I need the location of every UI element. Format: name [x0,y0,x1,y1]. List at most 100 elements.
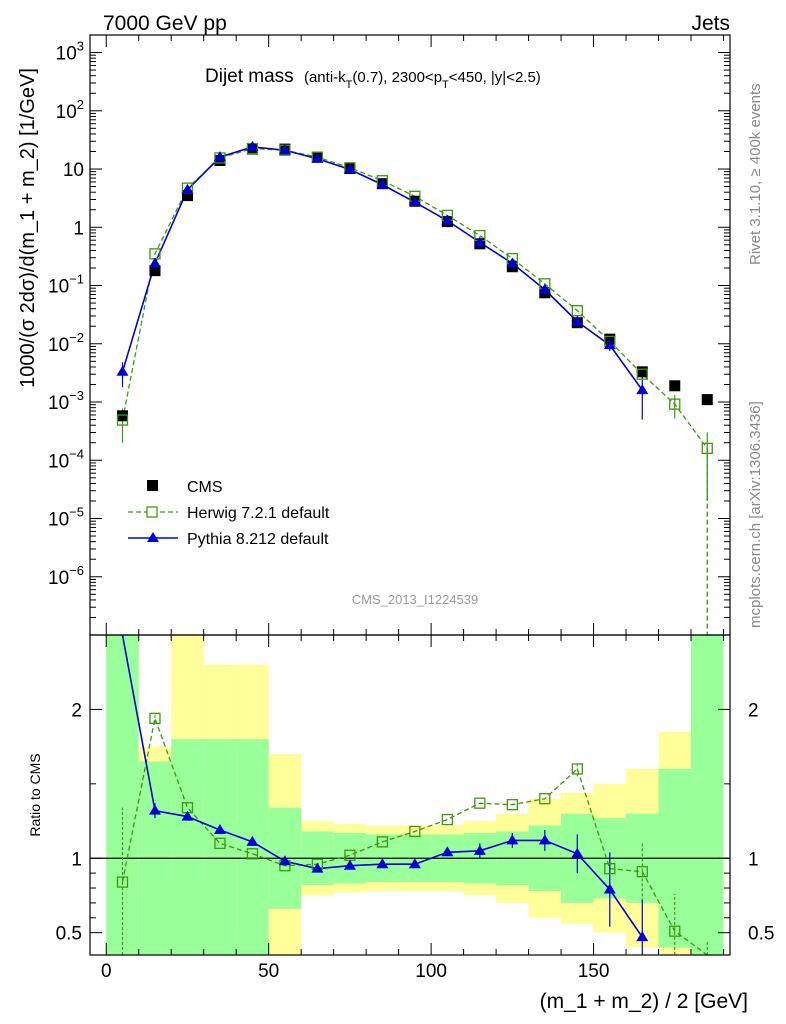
ratio-pythia-point-4 [246,835,259,846]
ratio-pythia-point-10 [441,846,454,857]
ratio-frame [89,634,731,956]
xtick-label-1: 50 [258,961,279,982]
pythia-point-5 [278,144,291,155]
title-sub-c: <450, |y|<2.5) [449,69,541,86]
ratio-ytick-label-right-2: 2 [748,700,759,721]
pythia-point-8 [376,178,389,189]
axes: 10−6 10−5 10−4 10−3 10−2 10−1 1 10 102 103 0 50 100 1… [48,34,774,982]
legend-pythia-marker [147,532,159,542]
herwig-point-17 [669,398,681,410]
legend-herwig-marker [146,506,158,518]
herwig-point-16 [636,368,648,380]
ratio-herwig-point-17 [669,925,681,937]
legend: CMS Herwig 7.2.1 default Pythia 8.212 de… [128,479,330,548]
cms-point-18 [701,394,713,406]
pythia-point-10 [441,214,454,225]
ratio-ytick-label-2: 2 [71,700,82,721]
ratio-pythia-point-15 [603,883,616,894]
herwig-point-0 [116,414,129,426]
legend-pythia-label: Pythia 8.212 default [187,531,329,548]
ratio-pythia-point-14 [571,847,584,858]
ratio-pythia-point-9 [408,858,421,869]
pythia-point-16 [636,384,649,395]
cms-point-17 [669,380,681,392]
pythia-point-0 [116,365,129,376]
title-sub-t2: T [442,79,449,91]
ytick-label--5: 10−5 [48,505,84,531]
green-band-4 [236,739,269,955]
xtick-label-3: 150 [578,961,610,982]
ratio-herwig-point-0 [116,876,129,888]
pythia-point-2 [181,183,194,194]
pythia-point-6 [311,152,324,163]
ratio-herwig-point-10 [441,813,454,826]
pythia-point-12 [506,257,519,268]
ratio-herwig-point-15 [604,863,616,875]
ratio-herwig-point-16 [636,866,648,878]
title-main: Dijet mass [205,66,294,87]
title-sub-t: T [346,79,353,91]
ratio-ytick-label-1: 1 [71,849,82,870]
green-band-2 [171,739,204,955]
ytick-label-3: 103 [56,39,84,65]
ytick-label--2: 10−2 [48,330,84,356]
ratio-herwig-point-3 [214,837,226,850]
ratio-herwig-line [121,715,708,956]
title-sub-b: (0.7), 2300<p [352,69,442,86]
y-axis-title-main: 1000/(σ 2dσ)/d(m_1 + m_2) [1/GeV] [17,68,39,388]
ratio-pythia-point-2 [181,810,194,821]
legend-cms-marker [147,480,158,491]
main-frame [89,34,731,636]
ratio-pythia-point-11 [473,844,486,855]
herwig-line [121,147,708,635]
ratio-pythia-point-12 [506,834,519,845]
xtick-label-0: 0 [101,961,112,982]
ratio-pythia-point-8 [376,858,389,869]
ytick-label--1: 10−1 [48,272,84,298]
y-axis-title-ratio: Ratio to CMS [27,753,43,836]
cms-point-1 [149,265,161,277]
process-label: Jets [691,12,730,35]
ratio-ytick-label-right-1: 1 [748,849,759,870]
main-plot [116,140,713,635]
pythia-point-13 [538,283,551,294]
ytick-label-2: 102 [56,97,84,123]
ratio-herwig-point-1 [149,712,161,724]
ratio-ytick-label-right-0: 0.5 [748,924,774,945]
ratio-plot [90,634,730,956]
title-sub-a: (anti-k [304,69,346,86]
ratio-pythia-point-3 [213,823,226,834]
pythia-point-15 [603,339,616,350]
ytick-label--4: 10−4 [48,446,84,472]
ratio-uncertainty-bands [106,635,724,955]
pythia-point-7 [343,163,356,174]
ytick-label--3: 10−3 [48,388,84,414]
pythia-point-9 [408,196,421,207]
pythia-point-4 [246,140,259,151]
ratio-herwig-point-9 [409,825,421,838]
ratio-herwig-point-14 [571,763,583,775]
chart-title: Dijet mass (anti-kT(0.7), 2300<pT<450, |… [205,66,541,91]
green-band-18 [691,635,724,955]
pythia-point-11 [473,236,486,247]
ratio-pythia-point-16 [636,931,649,942]
legend-cms-label: CMS [187,479,223,496]
collision-label: 7000 GeV pp [103,12,227,35]
ratio-herwig-point-11 [474,797,486,809]
legend-herwig-label: Herwig 7.2.1 default [187,505,330,522]
rivet-label: Rivet 3.1.10, ≥ 400k events [747,83,764,265]
ratio-pythia-point-6 [311,862,324,873]
ratio-pythia-point-13 [538,834,551,845]
ratio-herwig-point-12 [506,799,518,811]
ratio-pythia-point-5 [278,855,291,866]
ytick-label--6: 10−6 [48,563,84,589]
xtick-label-2: 100 [415,961,447,982]
green-band-0 [106,635,139,955]
ytick-label-1: 10 [63,160,84,181]
herwig-point-18 [701,442,713,455]
ratio-herwig-point-4 [246,848,259,860]
ratio-herwig-point-8 [376,836,389,848]
pythia-point-1 [148,257,161,268]
analysis-id: CMS_2013_I1224539 [352,592,479,607]
